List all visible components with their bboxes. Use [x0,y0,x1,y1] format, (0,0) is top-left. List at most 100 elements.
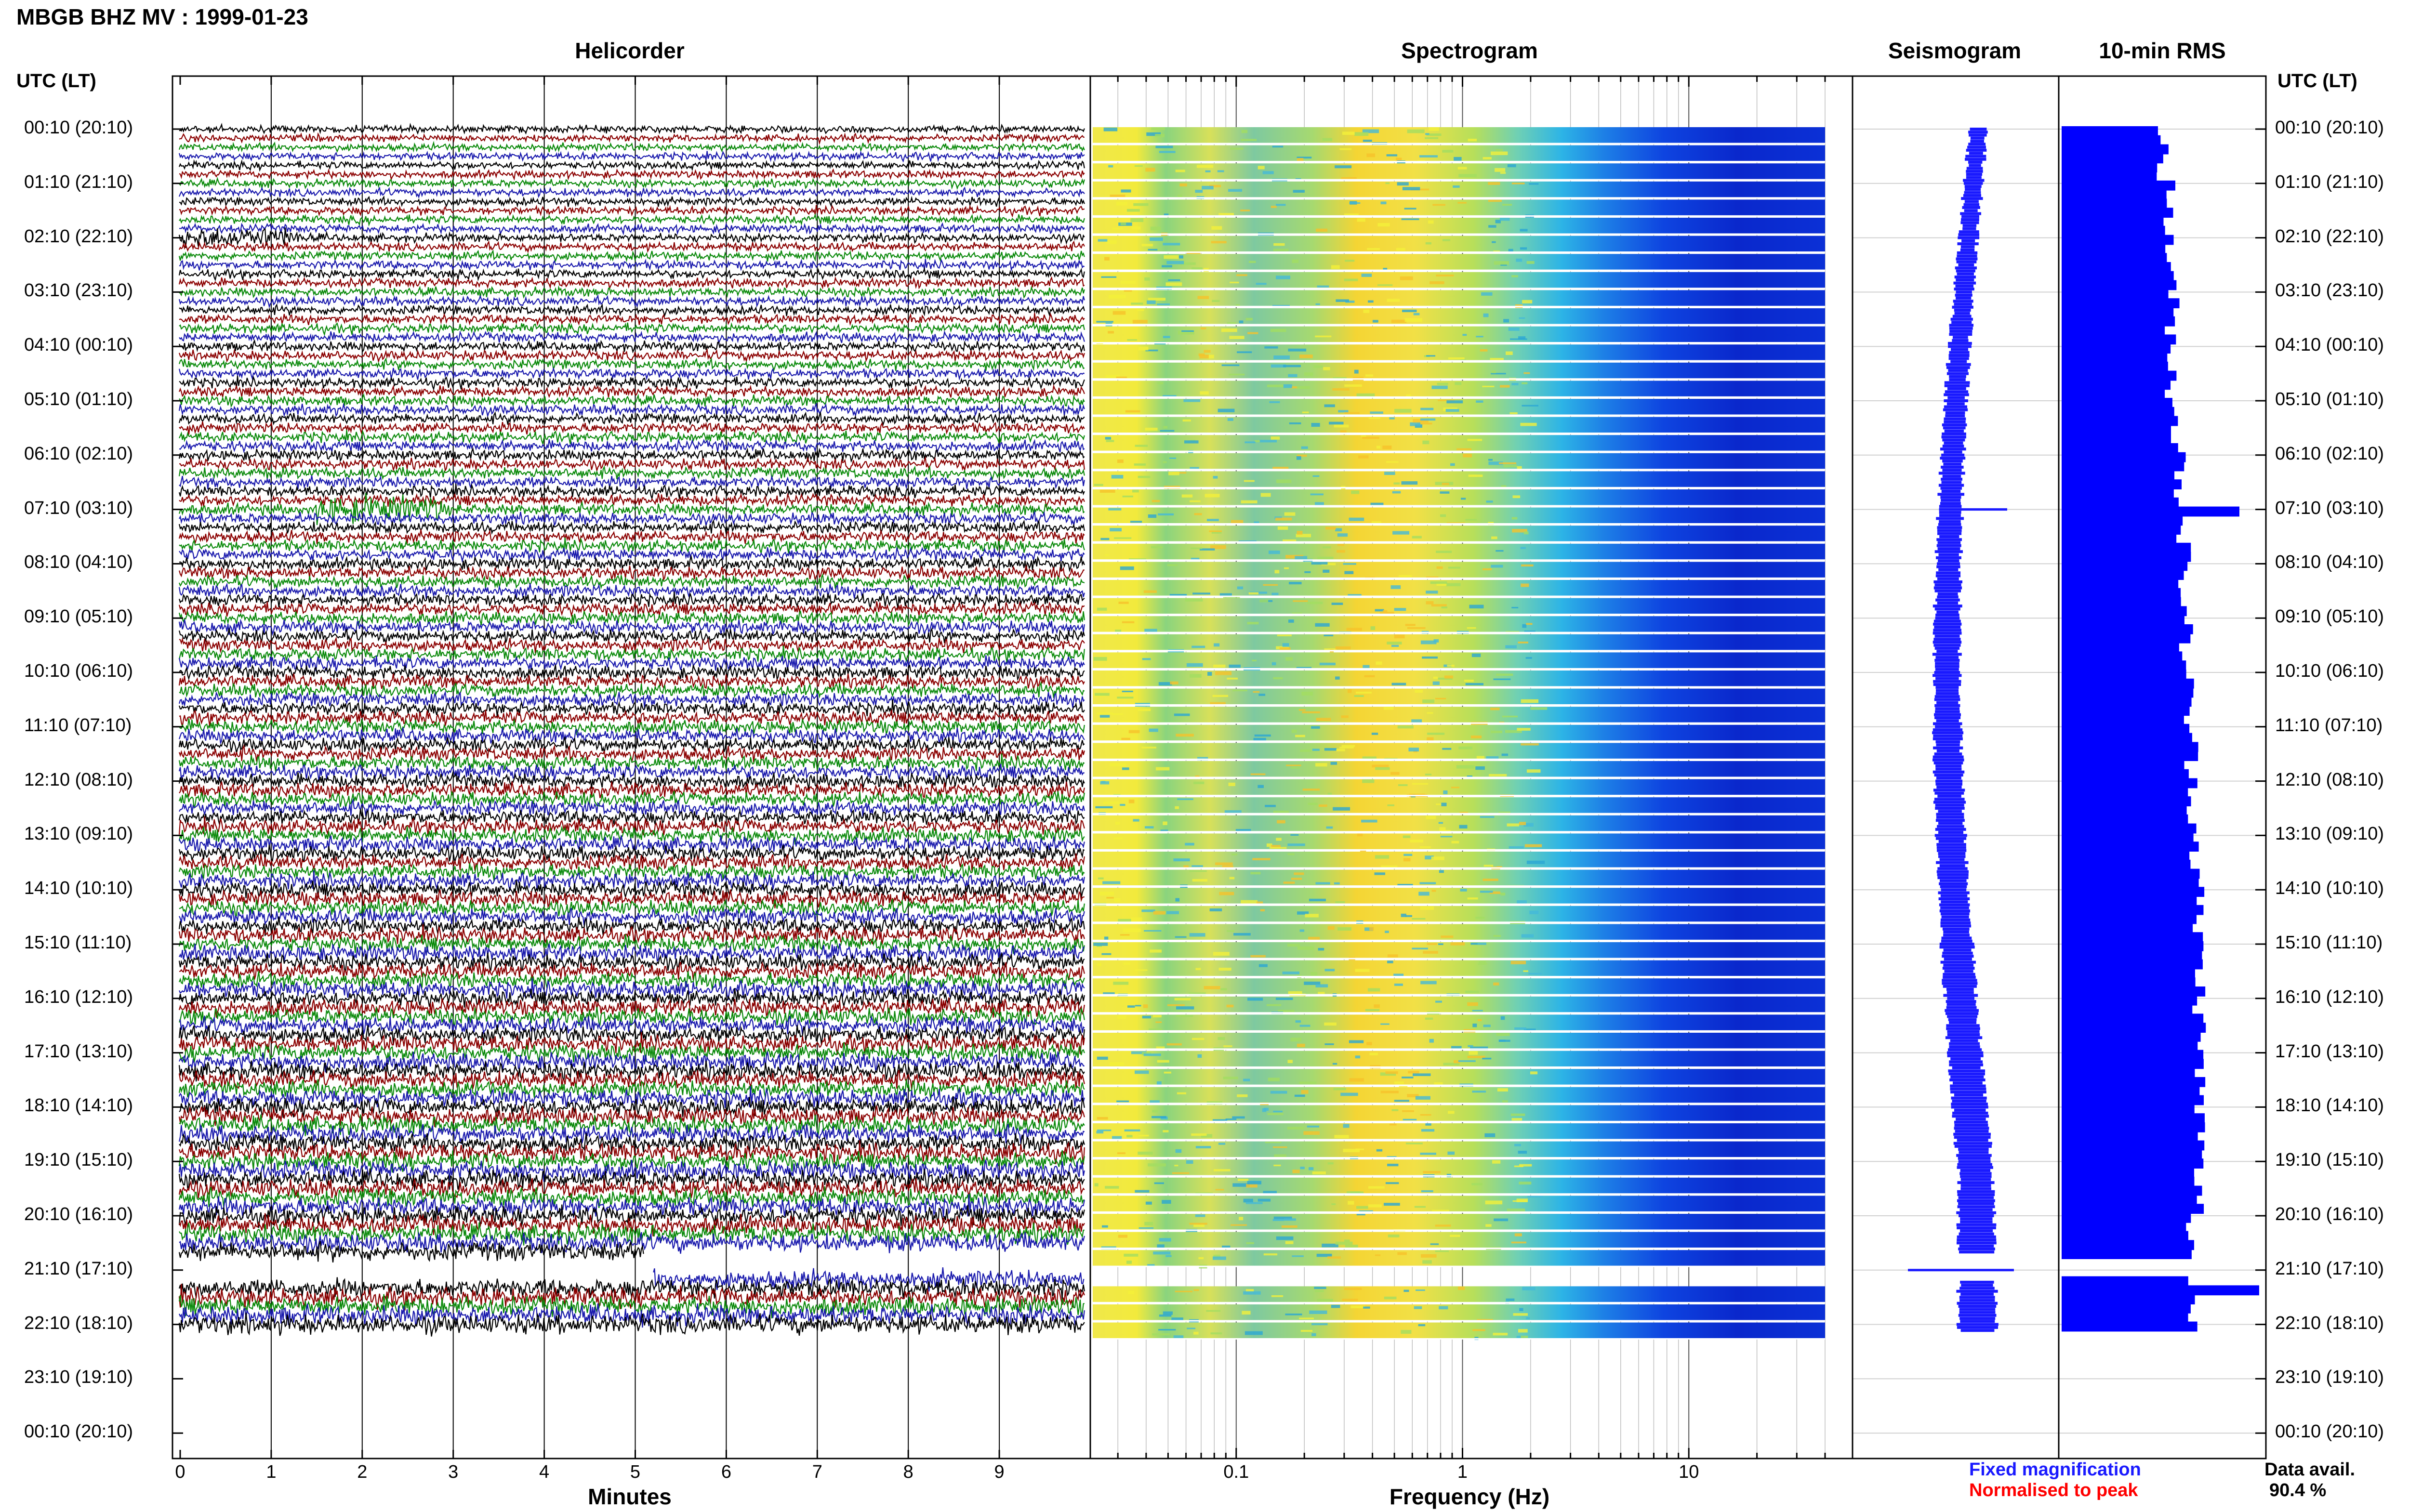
spectrogram-speckle [1209,184,1221,187]
rms-bar [2062,977,2196,987]
helicorder-trace [179,474,1085,490]
spectrogram-speckle [1358,455,1369,459]
rms-bar [2062,950,2202,960]
spectrogram-speckle [1108,508,1122,511]
spectrogram-speckle [1425,1123,1431,1126]
spectrogram-speckle [1267,384,1284,387]
spectrogram-speckle [1311,1323,1328,1326]
spectrogram-speckle [1219,892,1234,895]
spectrogram-speckle [1150,237,1163,241]
spectrogram-speckle [1435,1224,1451,1227]
spectrogram-speckle [1444,675,1453,679]
spectrogram-speckle [1250,773,1266,776]
spectrogram-speckle [1276,838,1282,841]
spectrogram-speckle [1128,1290,1135,1294]
spectrogram-speckle [1314,502,1324,506]
spectrogram-speckle [1121,737,1130,740]
rms-bar [2062,225,2165,236]
spectrogram-band [1093,616,1825,633]
spectrogram-speckle [1425,1017,1433,1020]
spectrogram-speckle [1344,412,1360,414]
rms-bar [2062,995,2197,1006]
spectrogram-speckle [1518,1329,1528,1333]
spectrogram-speckle [1383,610,1388,612]
spectrogram-speckle [1517,728,1531,731]
spectrogram-speckle [1173,858,1190,862]
spectrogram-speckle [1247,998,1263,1001]
spectrogram-speckle [1231,853,1238,855]
rms-bar [2062,914,2197,924]
rms-bar [2062,1249,2192,1259]
spectrogram-speckle [1237,351,1252,354]
frequency-axis-label: Frequency (Hz) [1389,1484,1550,1509]
helicorder-trace [178,141,1085,154]
spectrogram-speckle [1182,419,1191,422]
spectrogram-speckle [1158,682,1172,686]
spectrogram-speckle [1377,223,1390,227]
spectrogram-speckle [1287,853,1295,855]
spectrogram-speckle [1152,1333,1170,1336]
rms-bar [2062,525,2181,535]
spectrogram-speckle [1275,517,1292,521]
spectrogram-speckle [1309,1310,1327,1314]
spectrogram-speckle [1286,764,1301,766]
spectrogram-speckle [1155,134,1165,137]
spectrogram-speckle [1488,182,1500,185]
spectrogram-speckle [1520,229,1528,232]
spectrogram-speckle [1174,998,1191,1000]
spectrogram-speckle [1277,820,1285,824]
spectrogram-speckle [1368,300,1374,303]
spectrogram-speckle [1194,513,1202,515]
spectrogram-band [1093,489,1825,506]
spectrogram-speckle [1122,690,1133,693]
spectrogram-speckle [1285,1313,1302,1315]
rms-bar [2062,1122,2205,1132]
spectrogram-speckle [1122,621,1135,623]
helicorder-trace [178,763,1085,782]
helicorder-trace [178,699,1085,717]
rms-bar [2062,796,2191,806]
spectrogram-speckle [1167,564,1178,566]
spectrogram-speckle [1364,927,1373,931]
spectrogram-speckle [1382,445,1392,449]
spectrogram-speckle [1093,942,1108,946]
spectrogram-speckle [1304,372,1313,376]
spectrogram-speckle [1489,774,1507,776]
spectrogram-speckle [1522,624,1527,628]
spectrogram-speckle [1491,536,1497,539]
spectrogram-speckle [1370,502,1384,505]
spectrogram-speckle [1218,968,1231,971]
spectrogram-speckle [1227,418,1233,421]
spectrogram-speckle [1519,317,1525,319]
spectrogram-speckle [1470,1046,1488,1050]
spectrogram-speckle [1356,691,1372,694]
spectrogram-speckle [1220,988,1227,991]
spectrogram-speckle [1389,417,1395,420]
spectrogram-speckle [1394,1100,1410,1102]
time-label-right: 15:10 (11:10) [2275,933,2383,953]
spectrogram-speckle [1265,804,1276,807]
spectrogram-speckle [1275,998,1293,1000]
spectrogram-speckle [1201,327,1206,329]
spectrogram-speckle [1500,264,1507,266]
spectrogram-speckle [1277,526,1288,530]
rms-bar [2062,542,2191,553]
spectrogram-speckle [1294,872,1304,875]
spectrogram-speckle [1143,590,1157,593]
spectrogram-speckle [1164,255,1179,259]
spectrogram-speckle [1148,1163,1166,1167]
legend-fixed-magnification: Fixed magnification [1969,1459,2141,1480]
spectrogram-speckle [1431,604,1447,607]
spectrogram-speckle [1123,962,1131,965]
spectrogram-speckle [1428,220,1434,224]
spectrogram-speckle [1526,261,1535,264]
spectrogram-speckle [1475,917,1485,919]
spectrogram-speckle [1361,435,1366,437]
spectrogram-speckle [1418,1324,1426,1327]
spectrogram-speckle [1273,1110,1283,1113]
spectrogram-speckle [1380,1091,1399,1093]
rms-bar [2062,506,2239,517]
spectrogram-speckle [1232,689,1247,692]
spectrogram-speckle [1105,554,1109,556]
spectrogram-speckle [1277,634,1292,636]
